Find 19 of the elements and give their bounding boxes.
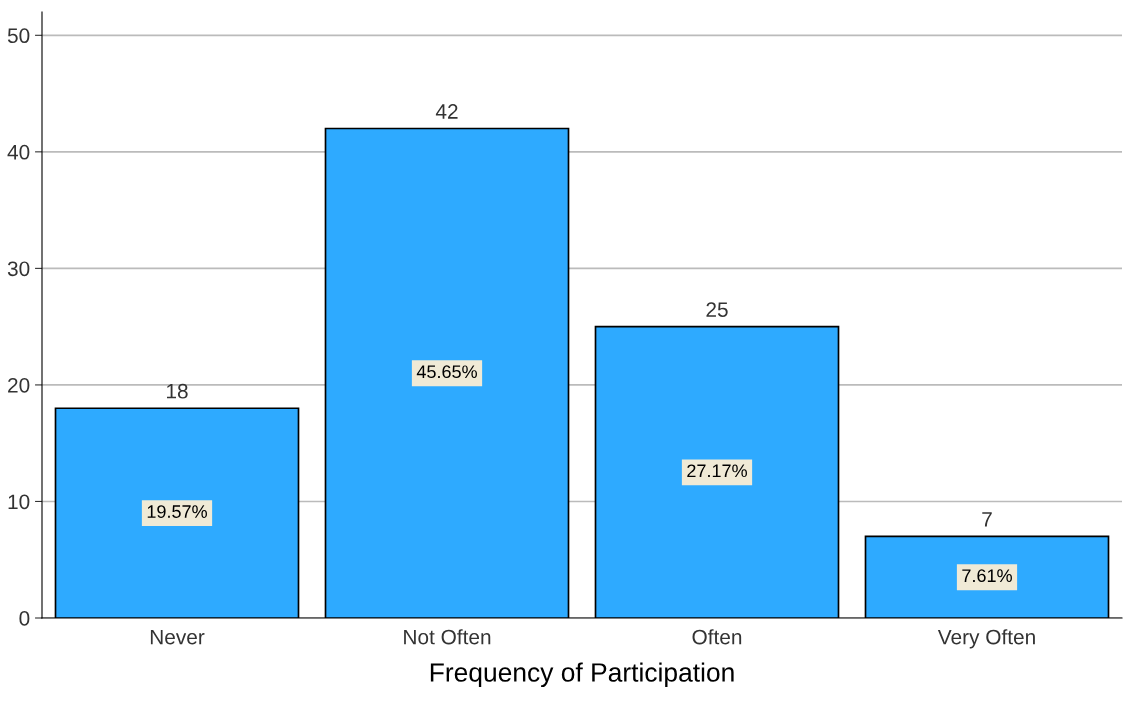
annotation: 7.61%: [962, 569, 1012, 583]
y-tick-label: 20: [8, 377, 30, 393]
y-tick-label: 30: [7, 261, 30, 277]
x-tick-label: Never: [150, 629, 205, 645]
annotation: 45.65%: [416, 365, 477, 379]
y-tick-label: 10: [8, 494, 30, 510]
y-tick-label: 50: [7, 28, 30, 44]
y-tick-label: 40: [7, 144, 30, 160]
x-tick-label: Not Often: [404, 629, 491, 645]
x-tick-label: Often: [692, 629, 742, 645]
y-tick-label: 0: [19, 611, 30, 626]
data-label: 25: [706, 302, 728, 317]
data-label: 42: [435, 104, 458, 119]
x-axis-title: Frequency of Participation: [430, 662, 734, 688]
data-label: 18: [167, 383, 188, 399]
annotation: 27.17%: [687, 464, 747, 478]
data-label: 7: [982, 512, 992, 527]
annotation: 19.57%: [147, 505, 207, 518]
x-tick-label: Very Often: [937, 629, 1035, 649]
